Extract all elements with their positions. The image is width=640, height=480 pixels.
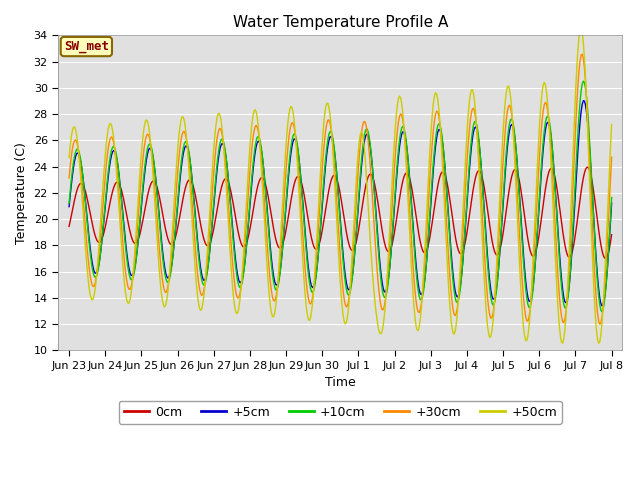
+30cm bbox=[510, 133, 518, 139]
0cm bbox=[359, 201, 367, 207]
Y-axis label: Temperature (C): Temperature (C) bbox=[15, 142, 28, 244]
Text: SW_met: SW_met bbox=[64, 40, 109, 53]
+30cm bbox=[65, 175, 73, 181]
0cm bbox=[326, 182, 334, 188]
+5cm bbox=[388, 238, 396, 243]
+10cm bbox=[510, 124, 518, 130]
+5cm bbox=[323, 151, 331, 157]
+10cm bbox=[323, 145, 331, 151]
+5cm bbox=[596, 295, 604, 300]
+30cm bbox=[579, 51, 586, 57]
+10cm bbox=[579, 78, 587, 84]
+50cm bbox=[595, 340, 602, 346]
0cm bbox=[584, 164, 591, 170]
+50cm bbox=[597, 333, 605, 339]
0cm bbox=[65, 224, 73, 229]
0cm bbox=[323, 199, 331, 205]
+10cm bbox=[388, 235, 396, 241]
+30cm bbox=[326, 120, 334, 126]
+30cm bbox=[323, 121, 331, 127]
Line: +50cm: +50cm bbox=[69, 28, 612, 343]
+30cm bbox=[597, 321, 605, 326]
+50cm bbox=[359, 132, 367, 138]
Line: +5cm: +5cm bbox=[69, 101, 612, 306]
X-axis label: Time: Time bbox=[325, 376, 356, 389]
+5cm bbox=[65, 204, 73, 210]
+10cm bbox=[608, 194, 616, 200]
+10cm bbox=[596, 301, 604, 307]
+50cm bbox=[388, 181, 396, 187]
+10cm bbox=[359, 145, 367, 151]
+30cm bbox=[359, 122, 367, 128]
+50cm bbox=[323, 100, 331, 106]
0cm bbox=[596, 234, 604, 240]
0cm bbox=[601, 255, 609, 261]
+50cm bbox=[326, 112, 334, 118]
+5cm bbox=[598, 303, 605, 309]
+10cm bbox=[326, 129, 334, 134]
Line: +10cm: +10cm bbox=[69, 81, 612, 312]
+30cm bbox=[388, 205, 396, 211]
0cm bbox=[608, 232, 616, 238]
+5cm bbox=[608, 200, 616, 206]
Line: +30cm: +30cm bbox=[69, 54, 612, 324]
+50cm bbox=[608, 122, 616, 128]
+30cm bbox=[596, 321, 604, 327]
0cm bbox=[388, 241, 396, 247]
Title: Water Temperature Profile A: Water Temperature Profile A bbox=[233, 15, 448, 30]
+5cm bbox=[510, 128, 518, 133]
Legend: 0cm, +5cm, +10cm, +30cm, +50cm: 0cm, +5cm, +10cm, +30cm, +50cm bbox=[119, 401, 562, 424]
Line: 0cm: 0cm bbox=[69, 167, 612, 258]
+5cm bbox=[359, 152, 367, 157]
+5cm bbox=[579, 98, 587, 104]
+50cm bbox=[510, 139, 518, 144]
+50cm bbox=[65, 155, 73, 160]
+10cm bbox=[65, 200, 73, 206]
+10cm bbox=[598, 309, 605, 314]
+30cm bbox=[608, 154, 616, 160]
+5cm bbox=[326, 134, 334, 140]
+50cm bbox=[577, 25, 585, 31]
0cm bbox=[510, 168, 518, 173]
